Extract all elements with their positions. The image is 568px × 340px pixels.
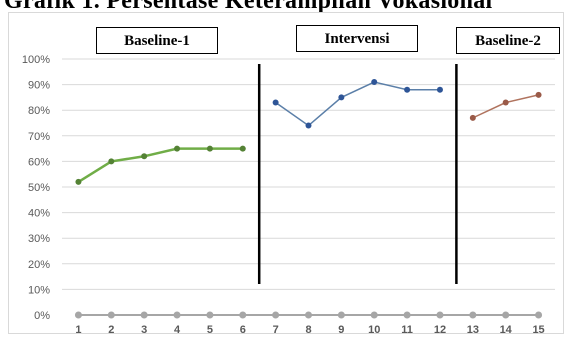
x-tick-label: 10: [368, 324, 380, 336]
x-tick-label: 11: [401, 324, 413, 336]
zero-series-point: [370, 311, 378, 319]
baseline-2-series-point: [469, 114, 476, 121]
intervensi-series-point: [338, 94, 345, 101]
intervensi-series-point: [404, 86, 411, 93]
y-tick-label: 90%: [28, 80, 50, 92]
x-tick-label: 15: [532, 324, 544, 336]
zero-series-point: [403, 311, 411, 319]
x-tick-label: 3: [141, 324, 147, 336]
phase-label-baseline-2: Baseline-2: [456, 27, 560, 54]
baseline-2-series-line: [472, 94, 539, 119]
intervensi-series-line: [275, 81, 440, 127]
zero-series-point: [502, 311, 510, 319]
baseline-1-series-point: [206, 145, 213, 152]
y-tick-label: 100%: [22, 54, 50, 66]
zero-series-point: [239, 311, 247, 319]
zero-series-point: [436, 311, 444, 319]
x-tick-label: 7: [273, 324, 279, 336]
zero-series-point: [140, 311, 148, 319]
zero-series-point: [173, 311, 181, 319]
phase-label-baseline-1: Baseline-1: [96, 27, 218, 54]
y-tick-label: 40%: [28, 208, 50, 220]
x-tick-label: 9: [338, 324, 344, 336]
zero-series-point: [337, 311, 345, 319]
zero-series-point: [272, 311, 280, 319]
x-tick-label: 13: [467, 324, 479, 336]
baseline-1-series-point: [75, 178, 82, 185]
y-tick-label: 0%: [34, 310, 50, 322]
x-tick-label: 14: [500, 324, 513, 336]
baseline-2-series-point: [535, 91, 542, 98]
x-tick-label: 12: [434, 324, 446, 336]
x-tick-label: 5: [207, 324, 213, 336]
intervensi-series-point: [436, 86, 443, 93]
baseline-1-series-point: [239, 145, 246, 152]
baseline-1-series-point: [141, 153, 148, 160]
x-tick-label: 6: [240, 324, 246, 336]
zero-series-point: [206, 311, 214, 319]
y-tick-label: 20%: [28, 259, 50, 271]
y-tick-label: 60%: [28, 156, 50, 168]
zero-series-point: [74, 311, 82, 319]
intervensi-series-point: [371, 79, 378, 86]
y-tick-label: 10%: [28, 284, 50, 296]
baseline-2-series-point: [502, 99, 509, 106]
y-tick-label: 70%: [28, 131, 50, 143]
baseline-1-series-point: [174, 145, 181, 152]
chart-title: Grafik 1. Persentase Keterampilan Vokasi…: [4, 0, 493, 14]
baseline-1-series-point: [108, 158, 115, 165]
zero-series-point: [535, 311, 543, 319]
x-tick-label: 8: [305, 324, 311, 336]
phase-label-intervensi: Intervensi: [296, 25, 418, 52]
x-tick-label: 2: [108, 324, 114, 336]
chart-frame: [8, 12, 564, 334]
intervensi-series-point: [272, 99, 279, 106]
zero-series-point: [305, 311, 312, 319]
y-tick-label: 30%: [28, 233, 50, 245]
x-tick-label: 1: [75, 324, 81, 336]
x-tick-label: 4: [174, 324, 181, 336]
zero-series-point: [107, 311, 115, 319]
zero-series-point: [469, 311, 477, 319]
y-tick-label: 50%: [28, 182, 50, 194]
y-tick-label: 80%: [28, 105, 50, 117]
baseline-1-series-line: [77, 147, 243, 183]
intervensi-series-point: [305, 122, 312, 129]
